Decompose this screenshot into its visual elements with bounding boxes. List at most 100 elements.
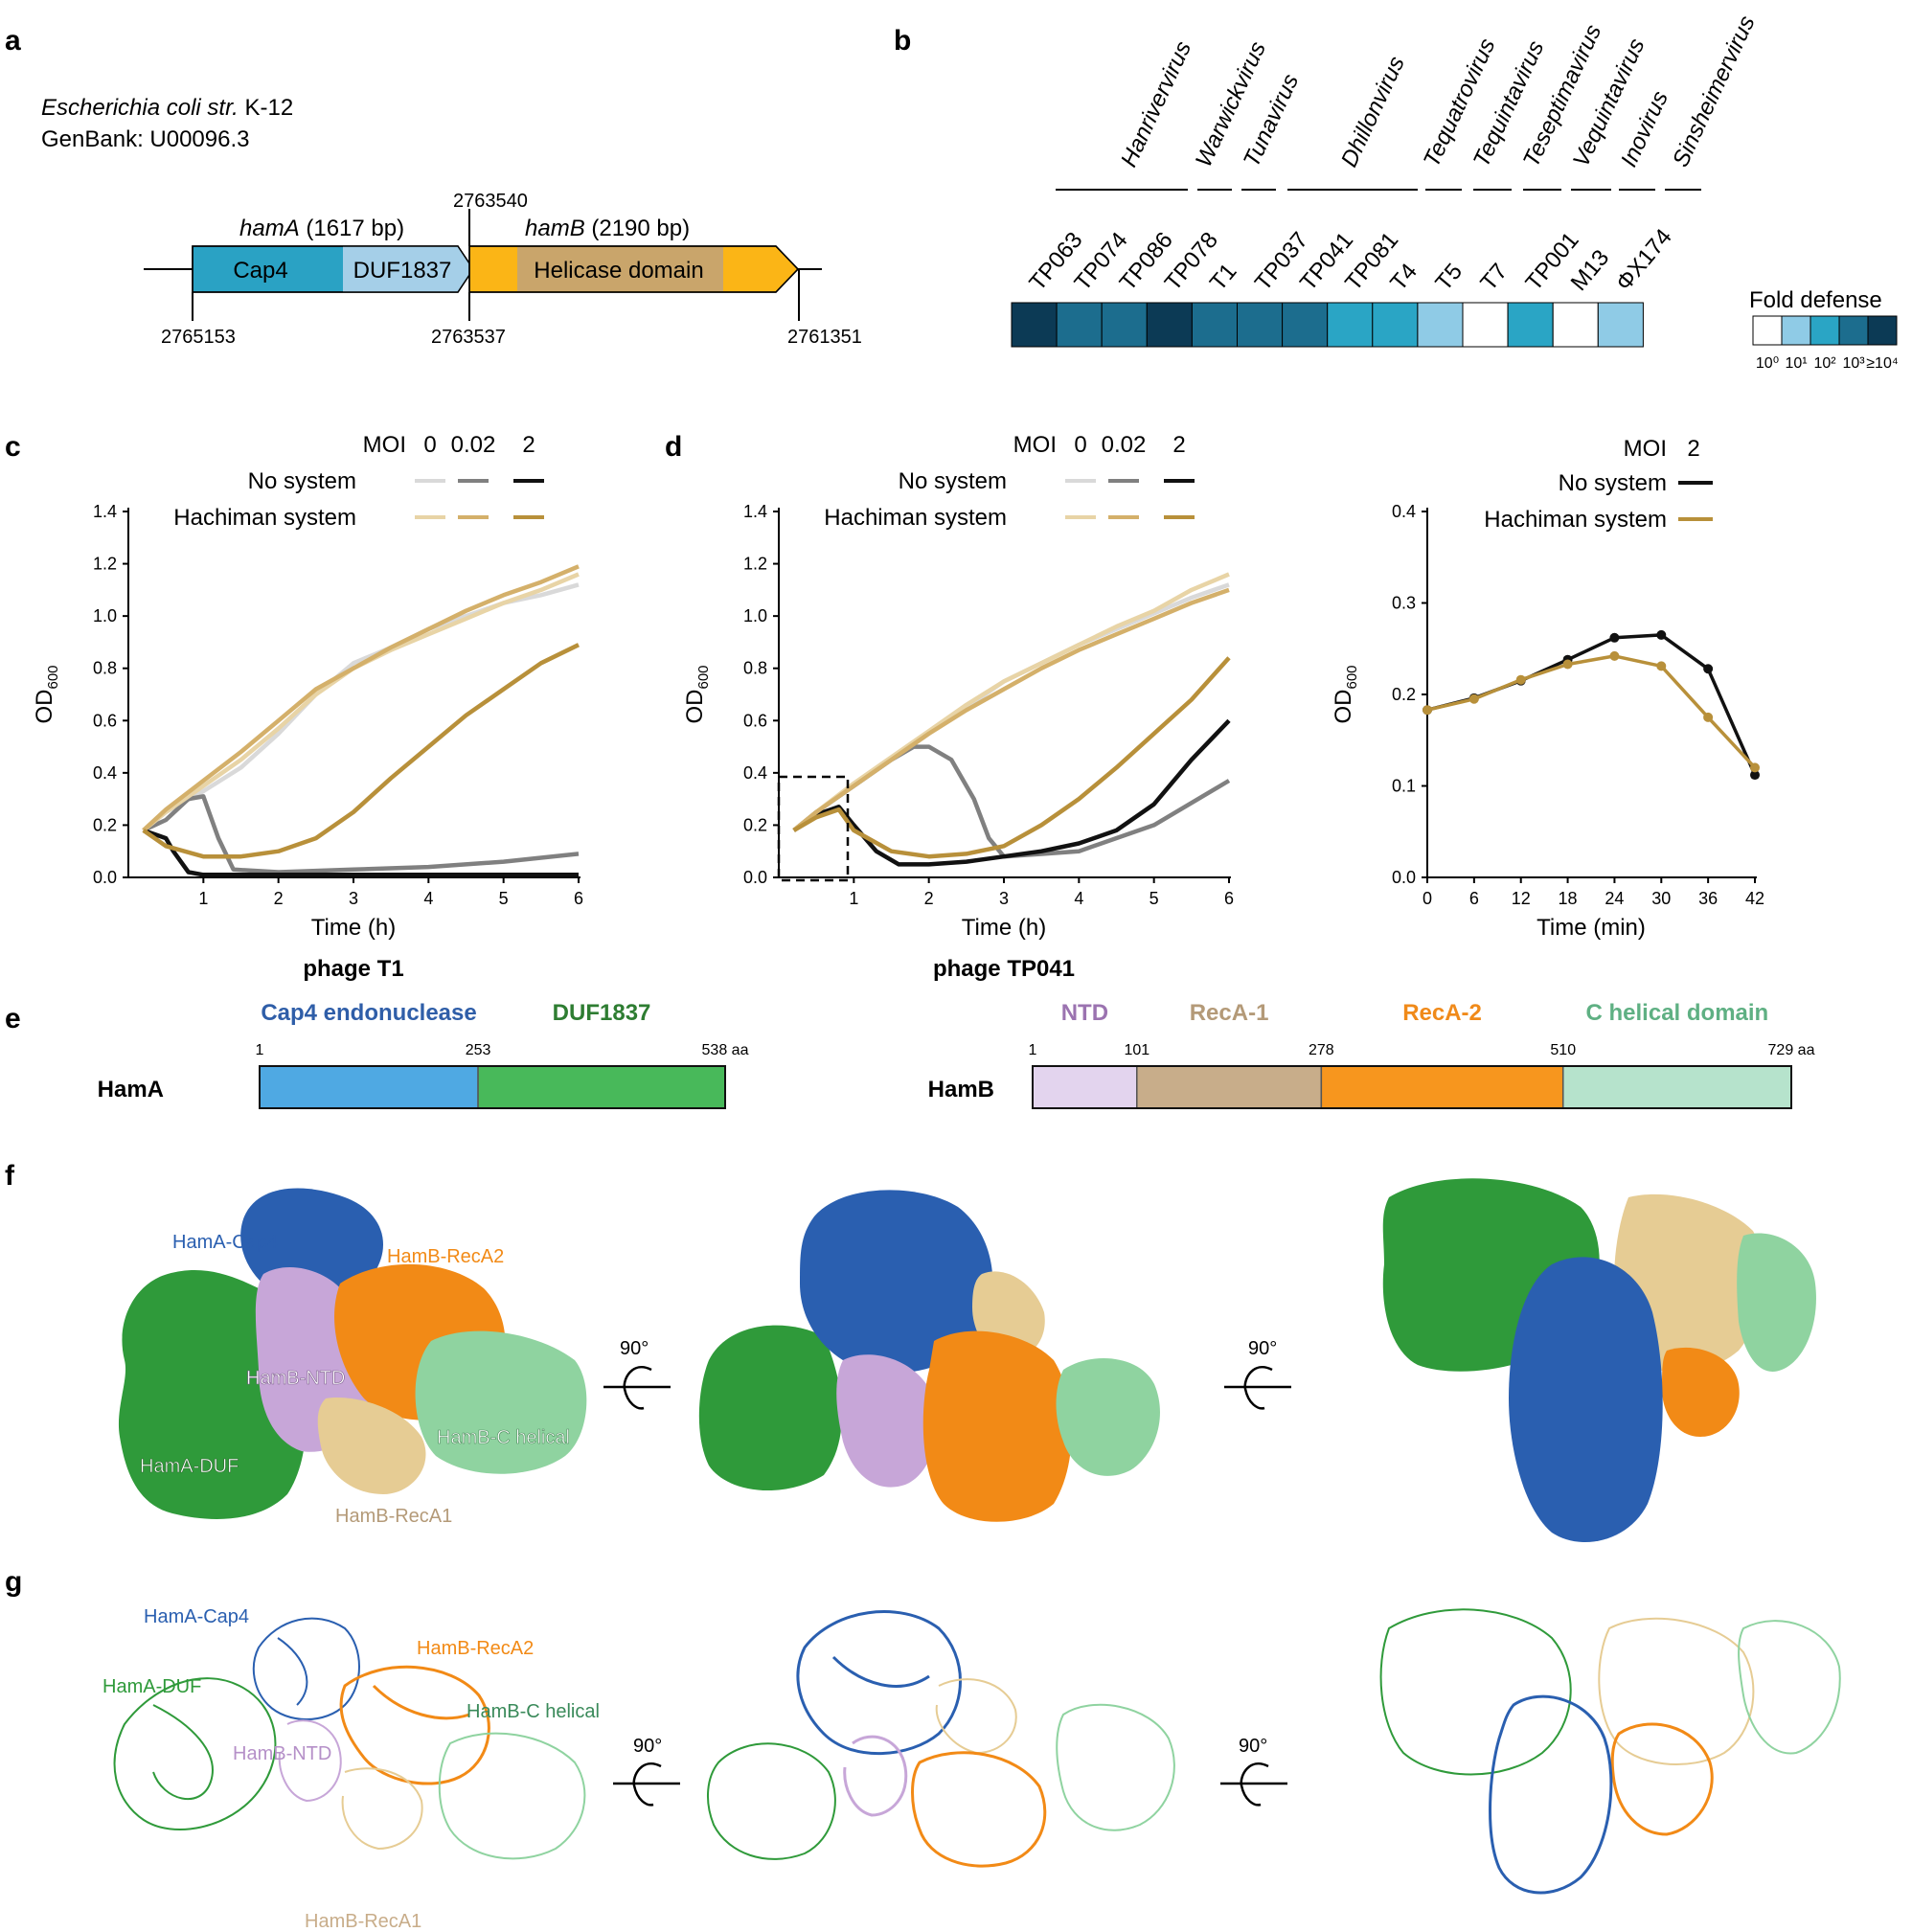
legend-moi-value: 0 (1074, 432, 1086, 458)
legend-swatch (1781, 315, 1811, 346)
legend-row-label: Hachiman system (1484, 507, 1667, 533)
x-tick-label: 6 (574, 889, 583, 908)
f-label-duf: HamA-DUF (140, 1456, 239, 1477)
chart-inset-minutes: 0.0 0.1 0.2 0.3 0.4 0 6 12 18 24 30 36 42 Time (min) O… (1331, 436, 1764, 941)
fold-defense-heatmap (1011, 302, 1644, 348)
heatmap-cell (1056, 302, 1103, 348)
cap4-segment-label: Cap4 (233, 258, 287, 284)
zoom-box (777, 775, 850, 882)
genbank-accession: GenBank: U00096.3 (41, 126, 250, 152)
phage-label: T5 (1430, 259, 1468, 296)
y-tick-label: 1.0 (93, 606, 117, 625)
domain-boundary: 510 (1550, 1042, 1576, 1058)
hamB-domain-map: HamB NTD RecA-1 RecA-2 C helical domain 1 101 2… (928, 1000, 1815, 1109)
domain-boundary: 538 aa (702, 1042, 749, 1058)
data-point (1703, 712, 1714, 722)
heatmap-cell (1462, 302, 1509, 348)
heatmap-cell (1191, 302, 1239, 348)
y-tick-label: 1.4 (93, 502, 117, 521)
heatmap-cell (1507, 302, 1554, 348)
x-axis-label: Time (h) (962, 915, 1046, 941)
data-point (1750, 762, 1760, 773)
panel-label-g: g (5, 1566, 22, 1598)
x-tick-label: 5 (1149, 889, 1159, 908)
legend-label: ≥10⁴ (1866, 355, 1899, 372)
x-tick-label: 18 (1559, 889, 1578, 908)
hamB-gene-label: hamB (2190 bp) (525, 216, 690, 241)
x-tick-label: 2 (924, 889, 934, 908)
data-point (1562, 659, 1573, 670)
protein-label: HamA (98, 1077, 164, 1102)
legend-moi-value: 2 (1172, 432, 1185, 458)
coord-end: 2761351 (787, 327, 862, 348)
legend-moi-value: 2 (1687, 436, 1699, 462)
domain-block (1561, 1065, 1792, 1109)
data-point (1750, 770, 1760, 781)
data-point (1468, 693, 1479, 704)
series-line (142, 794, 580, 875)
phage-label: T7 (1475, 259, 1513, 296)
y-tick-label: 0.6 (93, 711, 117, 730)
panel-label-a: a (5, 25, 21, 57)
series-line (792, 656, 1231, 859)
y-axis-label: OD600 (682, 665, 712, 723)
g-label-duf: HamA-DUF (102, 1676, 201, 1697)
legend-label: 10⁰ (1756, 355, 1779, 372)
x-tick-label: 5 (499, 889, 509, 908)
svg-text:90°: 90° (633, 1736, 662, 1757)
y-tick-label: 0.6 (743, 711, 767, 730)
chart-caption: phage TP041 (933, 956, 1075, 982)
y-tick-label: 1.2 (93, 555, 117, 574)
domain-block (1320, 1065, 1564, 1109)
domain-block (259, 1065, 479, 1109)
y-tick-label: 1.2 (743, 555, 767, 574)
chart-caption: phage T1 (303, 956, 403, 982)
domain-name: Cap4 endonuclease (261, 1000, 476, 1026)
data-point (1703, 664, 1714, 674)
y-tick-label: 1.0 (743, 606, 767, 625)
data-point (1609, 650, 1620, 661)
x-axis-label: Time (min) (1536, 915, 1646, 941)
y-axis-label: OD600 (1331, 665, 1360, 723)
legend-swatch (1752, 315, 1783, 346)
domain-boundary: 278 (1309, 1042, 1334, 1058)
y-tick-label: 0.4 (1392, 502, 1416, 521)
hamA-gene-label: hamA (1617 bp) (239, 216, 404, 241)
coord-top: 2763540 (453, 191, 528, 212)
heatmap-cell (1146, 302, 1193, 348)
g-label-recA1: HamB-RecA1 (305, 1911, 421, 1932)
cryoem-map-view3 (1382, 1178, 1816, 1542)
legend-label: 10³ (1842, 355, 1865, 372)
coord-mid: 2763537 (431, 327, 506, 348)
panel-label-f: f (5, 1160, 15, 1192)
x-tick-label: 2 (274, 889, 284, 908)
y-tick-label: 0.4 (93, 763, 117, 783)
hamA-domain-map: HamA Cap4 endonuclease DUF1837 1 253 538 aa (98, 1000, 749, 1109)
f-label-ntd: HamB-NTD (246, 1368, 345, 1389)
panel-label-e: e (5, 1003, 21, 1034)
helicase-segment-label: Helicase domain (534, 258, 703, 284)
legend-moi-label: MOI (1624, 436, 1667, 462)
genus-label: Hanrivervirus (1116, 37, 1196, 171)
rotation-symbol-3: 90° (613, 1736, 680, 1807)
protein-label: HamB (928, 1077, 994, 1102)
series-line (142, 572, 580, 832)
duf-segment (343, 246, 473, 292)
domain-boundary: 729 aa (1768, 1042, 1815, 1058)
genus-label: Dhillonvirus (1336, 53, 1410, 171)
x-tick-label: 6 (1469, 889, 1479, 908)
y-tick-label: 0.2 (1392, 685, 1416, 704)
heatmap-cell (1552, 302, 1599, 348)
genus-label: Sinsheimervirus (1668, 11, 1761, 170)
heatmap-cell (1237, 302, 1284, 348)
legend-row-label: No system (1559, 470, 1667, 496)
series-line (1426, 654, 1757, 769)
svg-text:90°: 90° (1239, 1736, 1267, 1757)
heatmap-cell (1327, 302, 1374, 348)
phage-label: T4 (1385, 259, 1423, 296)
legend-row-label: No system (899, 468, 1007, 494)
legend-label: 10² (1813, 355, 1836, 372)
data-point (1423, 705, 1432, 716)
domain-block (1136, 1065, 1323, 1109)
